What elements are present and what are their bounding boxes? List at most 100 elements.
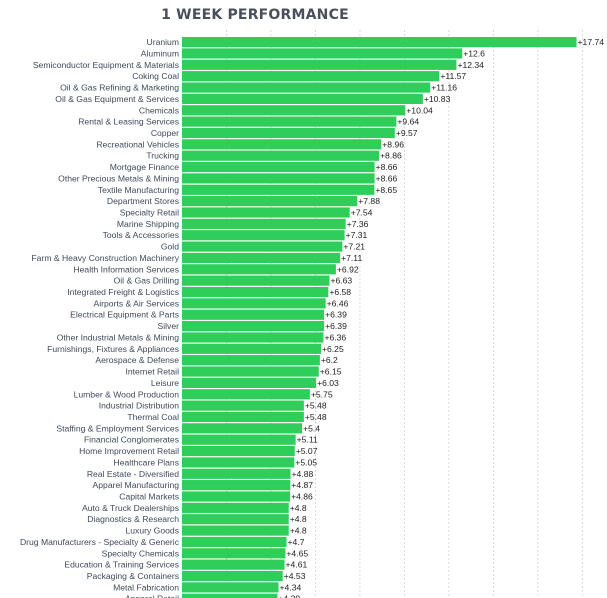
category-label: Auto & Truck Dealerships xyxy=(82,503,179,513)
category-label: Other Precious Metals & Mining xyxy=(58,173,179,183)
category-label: Oil & Gas Equipment & Services xyxy=(55,94,179,104)
category-label: Specialty Chemicals xyxy=(102,548,179,558)
bar xyxy=(182,161,375,173)
value-label: +7.31 xyxy=(346,230,368,240)
category-label: Capital Markets xyxy=(119,492,179,502)
value-label: +7.11 xyxy=(341,253,362,263)
bar xyxy=(182,252,341,264)
value-label: +4.29 xyxy=(278,594,300,598)
bar xyxy=(182,218,346,229)
value-label: +4.34 xyxy=(280,582,302,592)
bar xyxy=(182,196,358,207)
category-label: Home Improvement Retail xyxy=(79,446,179,456)
value-label: +5.11 xyxy=(297,435,318,445)
value-label: +4.8 xyxy=(290,514,307,524)
value-label: +4.86 xyxy=(291,492,313,502)
bar xyxy=(182,570,283,582)
bar xyxy=(182,525,289,536)
category-label: Apparel Manufacturing xyxy=(93,480,180,490)
value-label: +8.65 xyxy=(375,185,397,195)
category-label: Silver xyxy=(158,321,180,331)
value-label: +6.58 xyxy=(329,287,351,297)
category-label: Recreational Vehicles xyxy=(96,139,179,149)
bar xyxy=(182,184,375,195)
value-label: +6.46 xyxy=(327,298,349,308)
value-labels: +17.74 +12.6 +12.34+11.57 +11.16+10.83+10.0… xyxy=(278,37,604,598)
bar xyxy=(182,445,295,457)
value-label: +6.36 xyxy=(324,332,346,342)
category-label: Tools & Accessories xyxy=(103,230,179,240)
value-label: +6.63 xyxy=(330,276,352,286)
bar xyxy=(182,105,406,116)
category-label: Oil & Gas Drilling xyxy=(114,276,180,286)
category-label: Coking Coal xyxy=(132,71,179,81)
value-label: +5.4 xyxy=(303,423,320,433)
category-label: Financial Conglomerates xyxy=(84,435,179,445)
value-label: +4.88 xyxy=(292,469,314,479)
value-label: +11.16 xyxy=(431,83,457,93)
category-label: Rental & Leasing Services xyxy=(78,117,179,127)
bars xyxy=(182,37,577,598)
value-label: +5.48 xyxy=(305,412,327,422)
category-label: Thermal Coal xyxy=(127,412,179,422)
value-label: +6.39 xyxy=(325,321,347,331)
category-label: Marine Shipping xyxy=(117,219,179,229)
bar xyxy=(182,298,326,309)
bar xyxy=(182,127,395,139)
bar xyxy=(182,389,310,400)
category-label: Lumber & Wood Production xyxy=(74,389,180,399)
value-label: +6.2 xyxy=(321,355,338,365)
value-label: +5.07 xyxy=(296,446,318,456)
bar xyxy=(182,343,321,354)
category-label: Textile Manufacturing xyxy=(98,185,179,195)
category-label: Uranium xyxy=(147,37,179,47)
bar xyxy=(182,366,319,377)
bar xyxy=(182,37,577,48)
bar xyxy=(182,377,317,388)
chart-title: 1 WEEK PERFORMANCE xyxy=(161,7,349,23)
value-label: +8.86 xyxy=(380,151,402,161)
bar xyxy=(182,593,278,598)
bar xyxy=(182,264,336,275)
category-label: Staffing & Employment Services xyxy=(56,423,179,433)
value-label: +17.74 xyxy=(578,37,605,47)
category-label: Copper xyxy=(151,128,179,138)
bar xyxy=(182,48,463,59)
category-label: Farm & Heavy Construction Machinery xyxy=(31,253,179,263)
bar xyxy=(182,468,291,479)
value-label: +6.92 xyxy=(337,264,359,274)
value-label: +6.03 xyxy=(317,378,339,388)
category-label: Mortgage Finance xyxy=(110,162,179,172)
value-label: +7.88 xyxy=(358,196,380,206)
category-label: Other Industrial Metals & Mining xyxy=(57,332,179,342)
bar xyxy=(182,139,382,150)
bar xyxy=(182,59,457,70)
value-label: +9.64 xyxy=(397,117,419,127)
value-label: +5.48 xyxy=(305,401,327,411)
category-label: Trucking xyxy=(146,151,179,161)
value-label: +4.8 xyxy=(290,503,307,513)
bar xyxy=(182,491,291,502)
value-label: +10.04 xyxy=(406,105,433,115)
category-label: Aerospace & Defense xyxy=(95,355,179,365)
bar xyxy=(182,207,350,218)
category-label: Chemicals xyxy=(139,105,179,115)
value-label: +7.21 xyxy=(343,242,365,252)
bar xyxy=(182,82,431,93)
category-label: Luxury Goods xyxy=(125,526,179,536)
category-label: Packaging & Containers xyxy=(87,571,179,581)
value-label: +11.57 xyxy=(440,71,466,81)
category-label: Airports & Air Services xyxy=(94,298,179,308)
bar xyxy=(182,434,296,445)
bar xyxy=(182,116,397,127)
category-label: Oil & Gas Refining & Marketing xyxy=(60,83,179,93)
category-label: Diagnostics & Research xyxy=(87,514,179,524)
bar xyxy=(182,502,289,513)
category-label: Education & Training Services xyxy=(64,560,179,570)
value-label: +4.87 xyxy=(291,480,313,490)
bar xyxy=(182,150,380,161)
value-label: +4.65 xyxy=(286,548,308,558)
value-label: +12.6 xyxy=(463,48,485,58)
bar xyxy=(182,93,423,104)
